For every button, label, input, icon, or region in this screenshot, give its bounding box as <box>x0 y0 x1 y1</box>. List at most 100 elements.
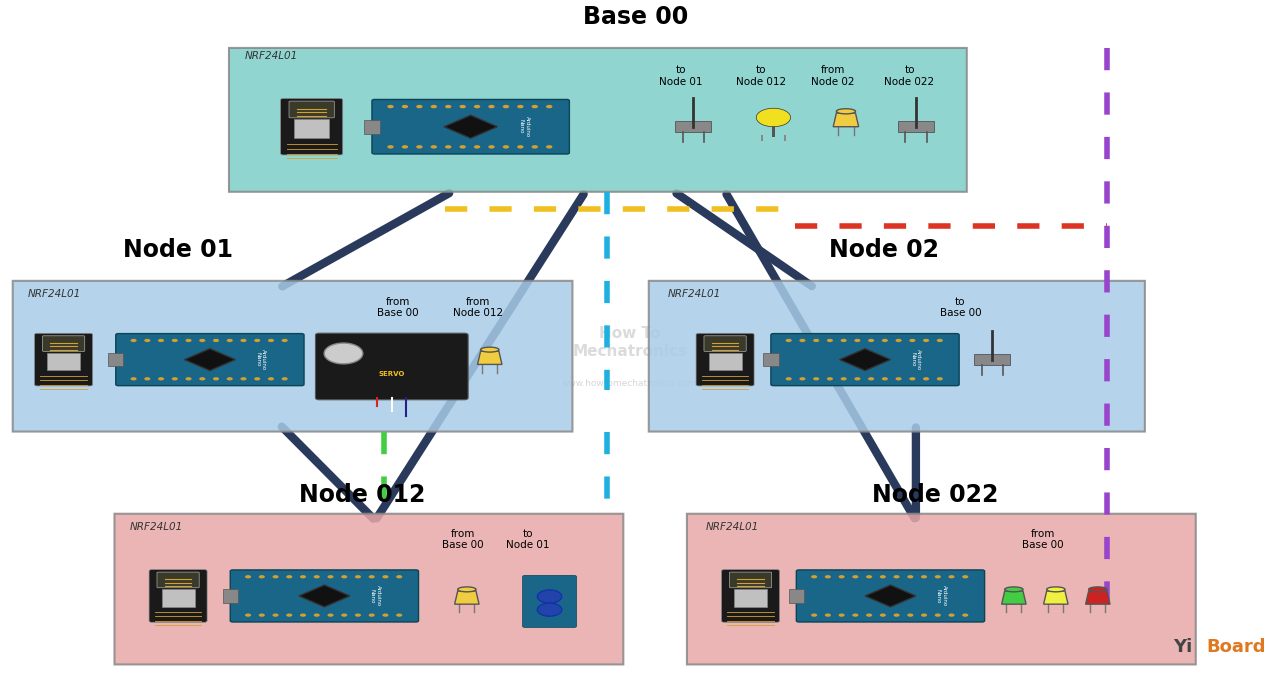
Circle shape <box>841 339 846 342</box>
Circle shape <box>879 575 886 578</box>
Circle shape <box>531 145 538 149</box>
Text: from
Node 02: from Node 02 <box>812 65 855 87</box>
Text: Board: Board <box>1206 638 1266 656</box>
Circle shape <box>786 339 792 342</box>
Text: to
Node 012: to Node 012 <box>736 65 786 87</box>
Circle shape <box>227 377 233 380</box>
Text: Node 022: Node 022 <box>872 482 998 507</box>
Circle shape <box>244 575 251 578</box>
Circle shape <box>948 575 955 578</box>
FancyBboxPatch shape <box>115 334 305 386</box>
Circle shape <box>896 377 901 380</box>
Text: NRF24L01: NRF24L01 <box>707 522 759 532</box>
Circle shape <box>800 339 805 342</box>
Bar <box>733 589 767 607</box>
Polygon shape <box>454 591 479 604</box>
Circle shape <box>896 339 901 342</box>
Circle shape <box>882 339 888 342</box>
Circle shape <box>314 575 320 578</box>
Bar <box>161 589 195 607</box>
Text: Node 02: Node 02 <box>829 238 940 262</box>
Circle shape <box>145 377 150 380</box>
Polygon shape <box>1002 591 1027 604</box>
Text: Arduino
Nano: Arduino Nano <box>370 585 380 607</box>
Bar <box>364 120 380 134</box>
Circle shape <box>282 377 288 380</box>
Circle shape <box>934 614 941 616</box>
Ellipse shape <box>836 109 855 114</box>
Circle shape <box>416 145 422 149</box>
Circle shape <box>273 575 279 578</box>
Circle shape <box>131 339 137 342</box>
Circle shape <box>342 575 347 578</box>
Circle shape <box>893 614 900 616</box>
Bar <box>899 121 933 132</box>
Circle shape <box>355 575 361 578</box>
Circle shape <box>383 614 389 616</box>
Bar <box>763 353 778 366</box>
Text: www.howtomechatronics.com: www.howtomechatronics.com <box>562 379 698 388</box>
Circle shape <box>937 339 943 342</box>
Circle shape <box>812 614 817 616</box>
Polygon shape <box>1085 591 1110 604</box>
Circle shape <box>259 614 265 616</box>
Circle shape <box>908 575 914 578</box>
Circle shape <box>186 339 192 342</box>
Circle shape <box>922 614 927 616</box>
Circle shape <box>369 575 375 578</box>
Circle shape <box>838 614 845 616</box>
Circle shape <box>948 614 955 616</box>
Circle shape <box>908 614 914 616</box>
Circle shape <box>922 575 927 578</box>
Circle shape <box>324 343 362 364</box>
Circle shape <box>300 575 306 578</box>
Circle shape <box>503 145 509 149</box>
Circle shape <box>268 339 274 342</box>
FancyBboxPatch shape <box>730 572 772 588</box>
Circle shape <box>813 339 819 342</box>
Circle shape <box>867 614 872 616</box>
Circle shape <box>445 105 452 108</box>
FancyBboxPatch shape <box>114 514 623 664</box>
FancyBboxPatch shape <box>289 101 334 118</box>
FancyBboxPatch shape <box>372 99 570 154</box>
Circle shape <box>157 377 164 380</box>
Circle shape <box>852 575 859 578</box>
Circle shape <box>838 575 845 578</box>
Ellipse shape <box>1005 587 1023 592</box>
Circle shape <box>200 339 205 342</box>
FancyBboxPatch shape <box>280 99 343 155</box>
Circle shape <box>868 377 874 380</box>
Text: to
Node 022: to Node 022 <box>884 65 934 87</box>
FancyBboxPatch shape <box>229 48 966 192</box>
Text: NRF24L01: NRF24L01 <box>668 289 721 299</box>
Ellipse shape <box>1047 587 1065 592</box>
Text: to
Base 00: to Base 00 <box>940 297 982 319</box>
Circle shape <box>212 377 219 380</box>
Circle shape <box>867 575 872 578</box>
FancyBboxPatch shape <box>148 570 207 622</box>
Circle shape <box>212 339 219 342</box>
Circle shape <box>517 105 524 108</box>
Circle shape <box>388 105 394 108</box>
FancyBboxPatch shape <box>796 570 984 622</box>
FancyBboxPatch shape <box>157 572 200 588</box>
Circle shape <box>937 377 943 380</box>
Circle shape <box>854 377 860 380</box>
Circle shape <box>287 575 292 578</box>
Bar <box>108 353 123 366</box>
Circle shape <box>383 575 389 578</box>
Circle shape <box>396 575 402 578</box>
Circle shape <box>538 603 562 616</box>
Circle shape <box>868 339 874 342</box>
FancyBboxPatch shape <box>13 281 572 432</box>
Circle shape <box>841 377 846 380</box>
Polygon shape <box>833 113 859 127</box>
Text: Arduino
Nano: Arduino Nano <box>256 349 266 371</box>
Circle shape <box>131 377 137 380</box>
Circle shape <box>488 145 494 149</box>
Text: Arduino
Nano: Arduino Nano <box>518 116 530 138</box>
Text: Node 01: Node 01 <box>123 238 233 262</box>
Circle shape <box>355 614 361 616</box>
Polygon shape <box>477 351 502 364</box>
